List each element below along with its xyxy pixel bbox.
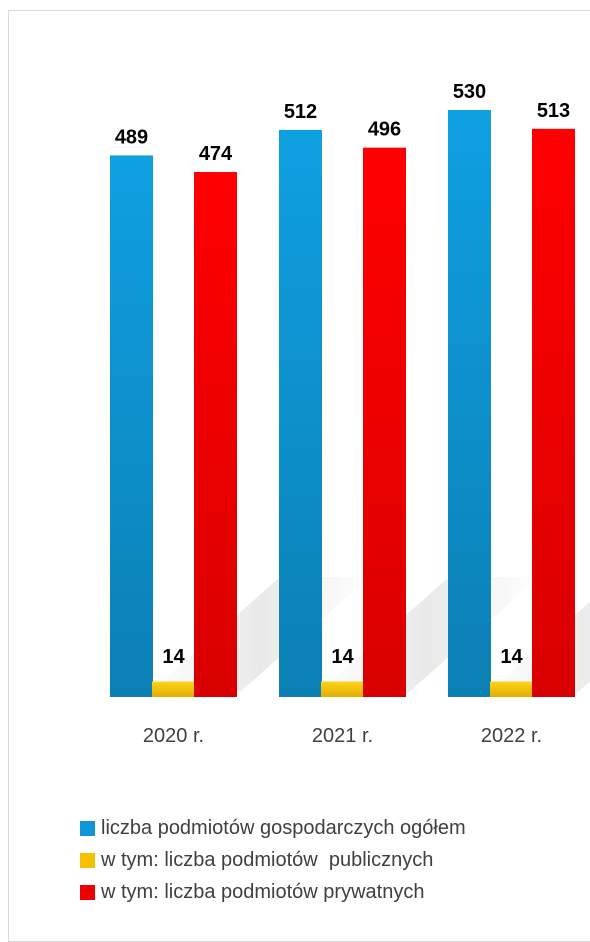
bar-private-1	[363, 147, 406, 697]
bar-total-2	[448, 110, 491, 697]
bar-public-2	[490, 681, 533, 697]
x-tick-label-1: 2021 r.	[312, 725, 373, 747]
value-label-total-0: 489	[115, 126, 148, 148]
legend-label-private: w tym: liczba podmiotów prywatnych	[101, 880, 425, 903]
legend-label-total: liczba podmiotów gospodarczych ogółem	[101, 816, 466, 839]
bar-total-1	[279, 129, 322, 697]
bar-private-0	[194, 172, 237, 697]
legend-label-public: w tym: liczba podmiotów publicznych	[101, 848, 434, 871]
bar-shadow	[319, 577, 539, 692]
x-tick-label-0: 2020 r.	[143, 725, 204, 747]
value-label-private-1: 496	[368, 119, 401, 141]
value-label-private-2: 513	[537, 100, 570, 122]
value-label-total-1: 512	[284, 101, 317, 123]
value-label-public-0: 14	[162, 646, 185, 668]
legend-swatch-public	[80, 852, 95, 868]
legend-swatch-total	[80, 820, 95, 836]
bar-private-2	[532, 128, 575, 697]
legend-item-total: liczba podmiotów gospodarczych ogółem	[80, 812, 466, 844]
value-label-private-0: 474	[199, 143, 233, 165]
legend: liczba podmiotów gospodarczych ogółem w …	[80, 812, 466, 908]
value-label-public-1: 14	[331, 646, 354, 668]
bar-total-0	[110, 155, 153, 698]
bar-public-1	[321, 681, 364, 697]
x-tick-label-2: 2022 r.	[481, 725, 542, 747]
value-label-public-2: 14	[500, 646, 523, 668]
legend-item-private: w tym: liczba podmiotów prywatnych	[80, 876, 466, 908]
value-label-total-2: 530	[453, 81, 486, 103]
x-axis-labels: 2020 r. 2021 r. 2022 r.	[143, 725, 542, 747]
bars-group	[110, 110, 575, 698]
bar-shadow	[150, 577, 370, 692]
bar-public-0	[152, 681, 195, 697]
legend-swatch-private	[80, 884, 95, 900]
value-labels: 489 14 474 512 14 496 530 14 513	[115, 81, 570, 668]
legend-item-public: w tym: liczba podmiotów publicznych	[80, 844, 466, 876]
